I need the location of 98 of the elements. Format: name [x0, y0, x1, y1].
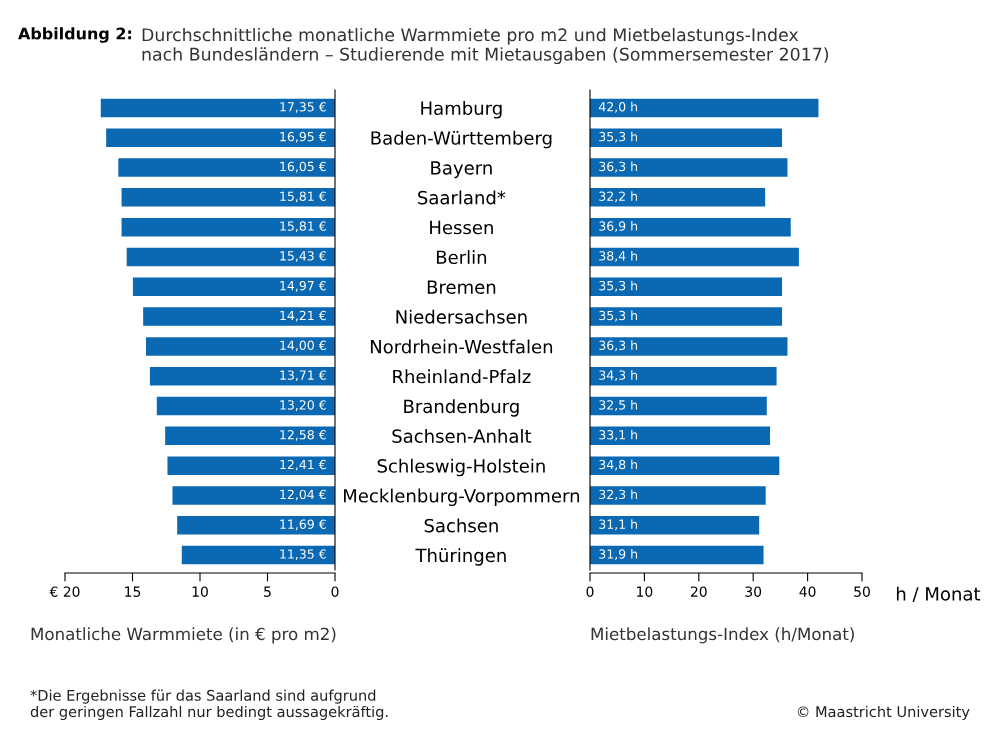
text: h / Monat — [896, 586, 981, 603]
data-label: 12,41 € — [280, 459, 326, 471]
bar — [126, 247, 335, 267]
x-tick-label: 0 — [586, 586, 594, 597]
data-label: 36,3 h — [599, 340, 637, 352]
bar — [590, 98, 819, 118]
x-tick-label: 30 — [745, 586, 762, 597]
text: © Maastricht University — [797, 705, 970, 720]
bar — [106, 128, 335, 147]
y-tick-label: Sachsen-Anhalt — [392, 428, 532, 443]
x-axis-title: Mietbelastungs-Index (h/Monat) — [591, 627, 854, 644]
bar — [165, 426, 335, 446]
text: *Die Ergebnisse für das Saarland sind aufgrund der geringen Fallzahl nur bedingt aussagekräftig. — [30, 689, 388, 720]
y-tick-label: Niedersachsen — [396, 309, 527, 324]
bar — [590, 307, 783, 326]
chart-title: Abbildung 2: — [18, 27, 132, 43]
x-tick-label: 15 — [125, 586, 141, 597]
bar — [118, 158, 335, 177]
bar — [149, 366, 335, 386]
data-label: 33,1 h — [599, 429, 637, 441]
data-label: 36,3 h — [599, 161, 637, 173]
x-tick-label: € 20 — [49, 586, 80, 597]
y-tick-label: Sachsen — [424, 518, 498, 533]
data-label: 15,43 € — [280, 251, 326, 262]
y-tick-label: Hessen — [430, 220, 493, 235]
data-label: 34,8 h — [599, 459, 637, 471]
data-label: 11,69 € — [280, 519, 326, 531]
bar — [143, 307, 335, 326]
data-label: 35,3 h — [599, 280, 637, 292]
data-label: 32,2 h — [599, 191, 637, 203]
data-label: 14,97 € — [280, 280, 326, 292]
bar — [590, 426, 771, 446]
bar — [590, 516, 760, 535]
text: Durchschnittliche monatliche Warmmiete pro m2 und Mietbelastungs-Index nach Bundesländern – Studierende mit Mietausgaben (Sommersemester 2017) — [142, 27, 829, 65]
data-label: 15,81 € — [280, 191, 326, 203]
data-label: 13,71 € — [280, 370, 326, 382]
bar — [590, 277, 783, 297]
data-label: 16,95 € — [280, 131, 326, 143]
bar — [590, 158, 788, 177]
y-tick-label: Mecklenburg-Vorpommern — [343, 488, 580, 507]
x-tick-label: 0 — [331, 586, 339, 597]
data-label: 11,35 € — [280, 549, 326, 560]
bar — [146, 337, 335, 356]
y-tick-label: Thüringen — [415, 548, 506, 566]
y-tick-label: Berlin — [436, 250, 487, 265]
data-label: 35,3 h — [599, 310, 637, 322]
bar — [177, 516, 335, 535]
y-tick-label: Brandenburg — [404, 399, 519, 417]
data-label: 16,05 € — [280, 161, 326, 173]
data-label: 12,04 € — [280, 489, 326, 501]
data-label: 31,9 h — [599, 549, 637, 560]
bar — [590, 337, 788, 356]
data-label: 34,3 h — [599, 370, 637, 382]
bar — [590, 247, 799, 267]
data-label: 31,1 h — [599, 519, 637, 531]
bar — [172, 486, 335, 505]
x-tick-label: 40 — [799, 586, 816, 597]
y-tick-label: Bremen — [427, 280, 496, 294]
data-label: 35,3 h — [599, 131, 637, 143]
data-label: 14,21 € — [280, 310, 326, 322]
y-tick-label: Schleswig-Holstein — [377, 458, 545, 477]
data-label: 13,20 € — [280, 400, 326, 411]
y-tick-label: Bayern — [431, 161, 492, 179]
bar — [181, 545, 335, 565]
data-label: 42,0 h — [598, 101, 637, 113]
x-tick-label: 5 — [264, 586, 271, 597]
data-label: 17,35 € — [280, 102, 326, 113]
x-tick-label: 50 — [854, 586, 870, 597]
y-tick-label: Baden-Württemberg — [371, 130, 552, 149]
data-label: 14,00 € — [280, 340, 326, 352]
bar — [590, 188, 766, 207]
y-tick-label: Rheinland-Pfalz — [393, 369, 531, 384]
y-tick-label: Saarland* — [418, 190, 506, 205]
bar — [121, 188, 335, 207]
bar — [590, 128, 783, 147]
bar — [121, 217, 335, 237]
x-tick-label: 10 — [637, 586, 653, 597]
bar — [590, 366, 777, 386]
bar — [167, 456, 335, 475]
data-label: 32,5 h — [599, 399, 637, 411]
bar — [590, 396, 767, 416]
data-label: 38,4 h — [599, 250, 637, 262]
data-label: 12,58 € — [280, 430, 326, 441]
x-tick-label: 10 — [192, 586, 208, 597]
x-tick-label: 20 — [690, 586, 707, 597]
data-label: 32,3 h — [599, 489, 637, 501]
bar — [132, 277, 335, 297]
bar — [590, 217, 791, 237]
y-tick-label: Nordrhein-Westfalen — [370, 339, 553, 354]
bar — [100, 98, 335, 118]
bar — [156, 396, 335, 416]
data-label: 15,81 € — [280, 221, 326, 233]
y-tick-label: Hamburg — [421, 101, 502, 119]
bar — [590, 545, 764, 565]
data-label: 36,9 h — [599, 221, 637, 233]
bar — [590, 456, 780, 475]
x-axis-title: Monatliche Warmmiete (in € pro m2) — [31, 627, 336, 644]
bar — [590, 486, 766, 505]
